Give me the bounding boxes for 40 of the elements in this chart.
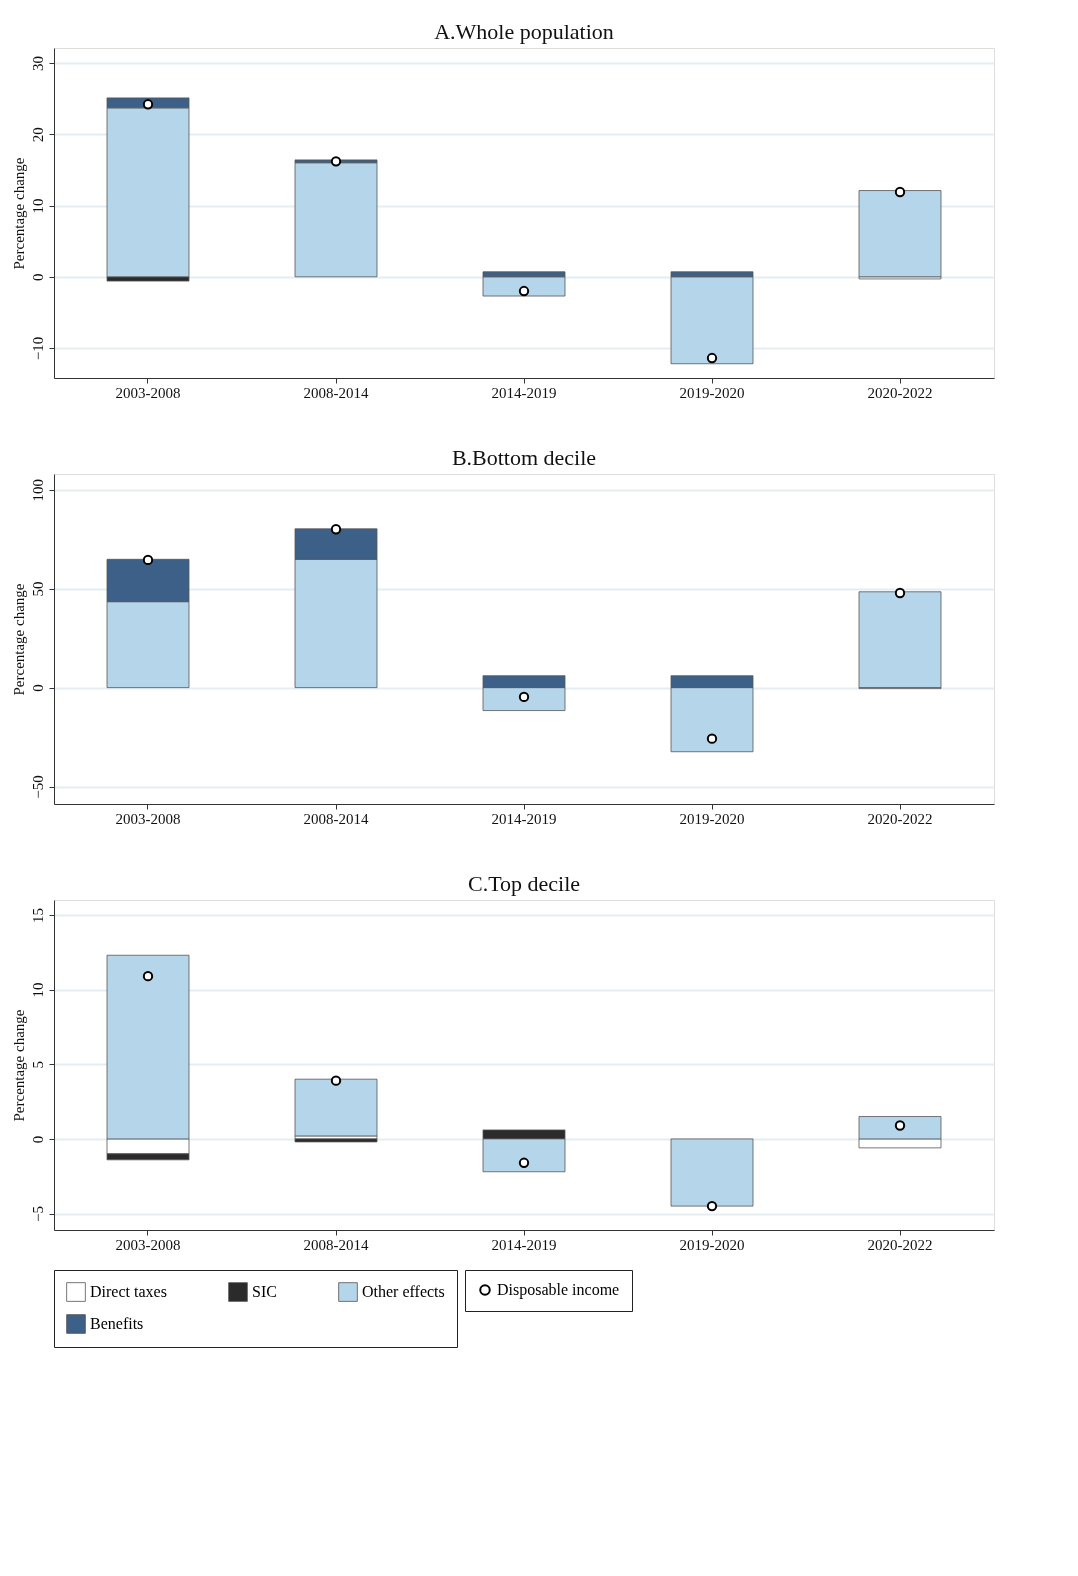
y-tick-label: 30	[29, 55, 46, 71]
x-tick-label: 2003-2008	[115, 384, 181, 401]
x-tick-label: 2008-2014	[303, 1236, 369, 1253]
y-tick-label: 20	[29, 127, 46, 143]
y-tick-label: 50	[29, 581, 46, 597]
y-tick-label: 15	[29, 907, 46, 923]
x-tick-label: 2008-2014	[303, 384, 369, 401]
y-tick-label: −50	[29, 775, 46, 799]
x-tick-label: 2020-2022	[867, 1236, 933, 1253]
chart-title: A.Whole population	[434, 19, 614, 44]
legend-label: Benefits	[90, 1315, 144, 1332]
legend-label: SIC	[252, 1283, 277, 1301]
x-tick-label: 2019-2020	[679, 810, 745, 827]
x-tick-label: 2014-2019	[491, 1236, 557, 1253]
x-tick-label: 2014-2019	[491, 384, 557, 401]
x-tick-label: 2014-2019	[491, 810, 557, 827]
legend-label: Disposable income	[497, 1281, 620, 1299]
y-tick-label: 5	[29, 1061, 46, 1069]
y-tick-label: 0	[29, 273, 46, 282]
y-axis-title: Percentage change	[10, 583, 27, 696]
chart-title: C.Top decile	[467, 871, 581, 896]
y-tick-label: −5	[29, 1206, 46, 1223]
x-tick-label: 2019-2020	[679, 384, 745, 401]
y-tick-label: −10	[29, 336, 46, 361]
x-tick-label: 2003-2008	[115, 1236, 181, 1253]
y-tick-label: 0	[29, 1135, 46, 1144]
y-tick-label: 100	[29, 478, 46, 502]
y-axis-title: Percentage change	[10, 157, 27, 270]
x-tick-label: 2020-2022	[867, 384, 933, 401]
y-axis-title: Percentage change	[10, 1009, 27, 1122]
x-tick-label: 2008-2014	[303, 810, 369, 827]
y-tick-label: 0	[29, 684, 46, 692]
chart-title: B.Bottom decile	[451, 445, 597, 470]
legend-label: Direct taxes	[90, 1283, 167, 1301]
x-tick-label: 2020-2022	[867, 810, 933, 827]
x-tick-label: 2003-2008	[115, 810, 181, 827]
x-tick-label: 2019-2020	[679, 1236, 745, 1253]
y-tick-label: 10	[29, 198, 46, 214]
legend-label: Other effects	[362, 1283, 445, 1301]
y-tick-label: 10	[29, 982, 46, 998]
